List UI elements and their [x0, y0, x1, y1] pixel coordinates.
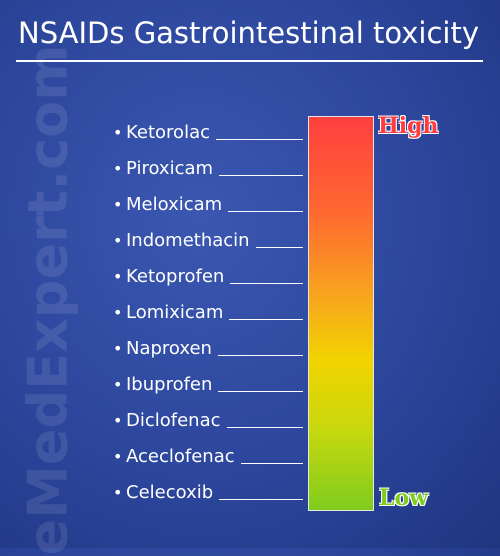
drug-label: Aceclofenac: [126, 445, 235, 467]
bullet-icon: •: [113, 410, 123, 430]
bullet-icon: •: [113, 266, 123, 286]
list-item: • Diclofenac: [113, 402, 303, 438]
bullet-icon: •: [113, 230, 123, 250]
leader-line: [230, 282, 303, 284]
leader-line: [255, 246, 303, 248]
bullet-icon: •: [113, 302, 123, 322]
toxicity-gradient-bar: [308, 116, 374, 511]
leader-line: [228, 210, 303, 212]
leader-line: [219, 174, 303, 176]
high-label: High: [378, 113, 439, 139]
bullet-icon: •: [113, 374, 123, 394]
leader-line: [216, 138, 303, 140]
drug-label: Ibuprofen: [126, 373, 213, 395]
leader-line: [219, 498, 303, 500]
list-item: • Lomixicam: [113, 294, 303, 330]
bullet-icon: •: [113, 446, 123, 466]
title-underline: [16, 60, 483, 62]
list-item: • Indomethacin: [113, 222, 303, 258]
leader-line: [240, 462, 303, 464]
bullet-icon: •: [113, 122, 123, 142]
drug-label: Meloxicam: [126, 193, 223, 215]
drug-label: Ketoprofen: [126, 265, 225, 287]
bullet-icon: •: [113, 482, 123, 502]
leader-line: [226, 426, 303, 428]
list-item: • Naproxen: [113, 330, 303, 366]
drug-label: Diclofenac: [126, 409, 221, 431]
page-title: NSAIDs Gastrointestinal toxicity: [18, 16, 480, 50]
bullet-icon: •: [113, 158, 123, 178]
leader-line: [218, 390, 303, 392]
list-item: • Piroxicam: [113, 150, 303, 186]
drug-label: Naproxen: [126, 337, 212, 359]
list-item: • Ibuprofen: [113, 366, 303, 402]
drug-label: Ketorolac: [126, 121, 210, 143]
drug-label: Piroxicam: [126, 157, 214, 179]
low-label: Low: [379, 485, 429, 511]
drug-list: • Ketorolac • Piroxicam • Meloxicam • In…: [113, 114, 303, 510]
list-item: • Aceclofenac: [113, 438, 303, 474]
list-item: • Meloxicam: [113, 186, 303, 222]
watermark: eMedExpert.com: [16, 44, 80, 556]
bullet-icon: •: [113, 194, 123, 214]
list-item: • Ketoprofen: [113, 258, 303, 294]
drug-label: Indomethacin: [126, 229, 250, 251]
leader-line: [217, 354, 303, 356]
list-item: • Ketorolac: [113, 114, 303, 150]
leader-line: [229, 318, 303, 320]
list-item: • Celecoxib: [113, 474, 303, 510]
bullet-icon: •: [113, 338, 123, 358]
drug-label: Lomixicam: [126, 301, 224, 323]
drug-label: Celecoxib: [126, 481, 214, 503]
